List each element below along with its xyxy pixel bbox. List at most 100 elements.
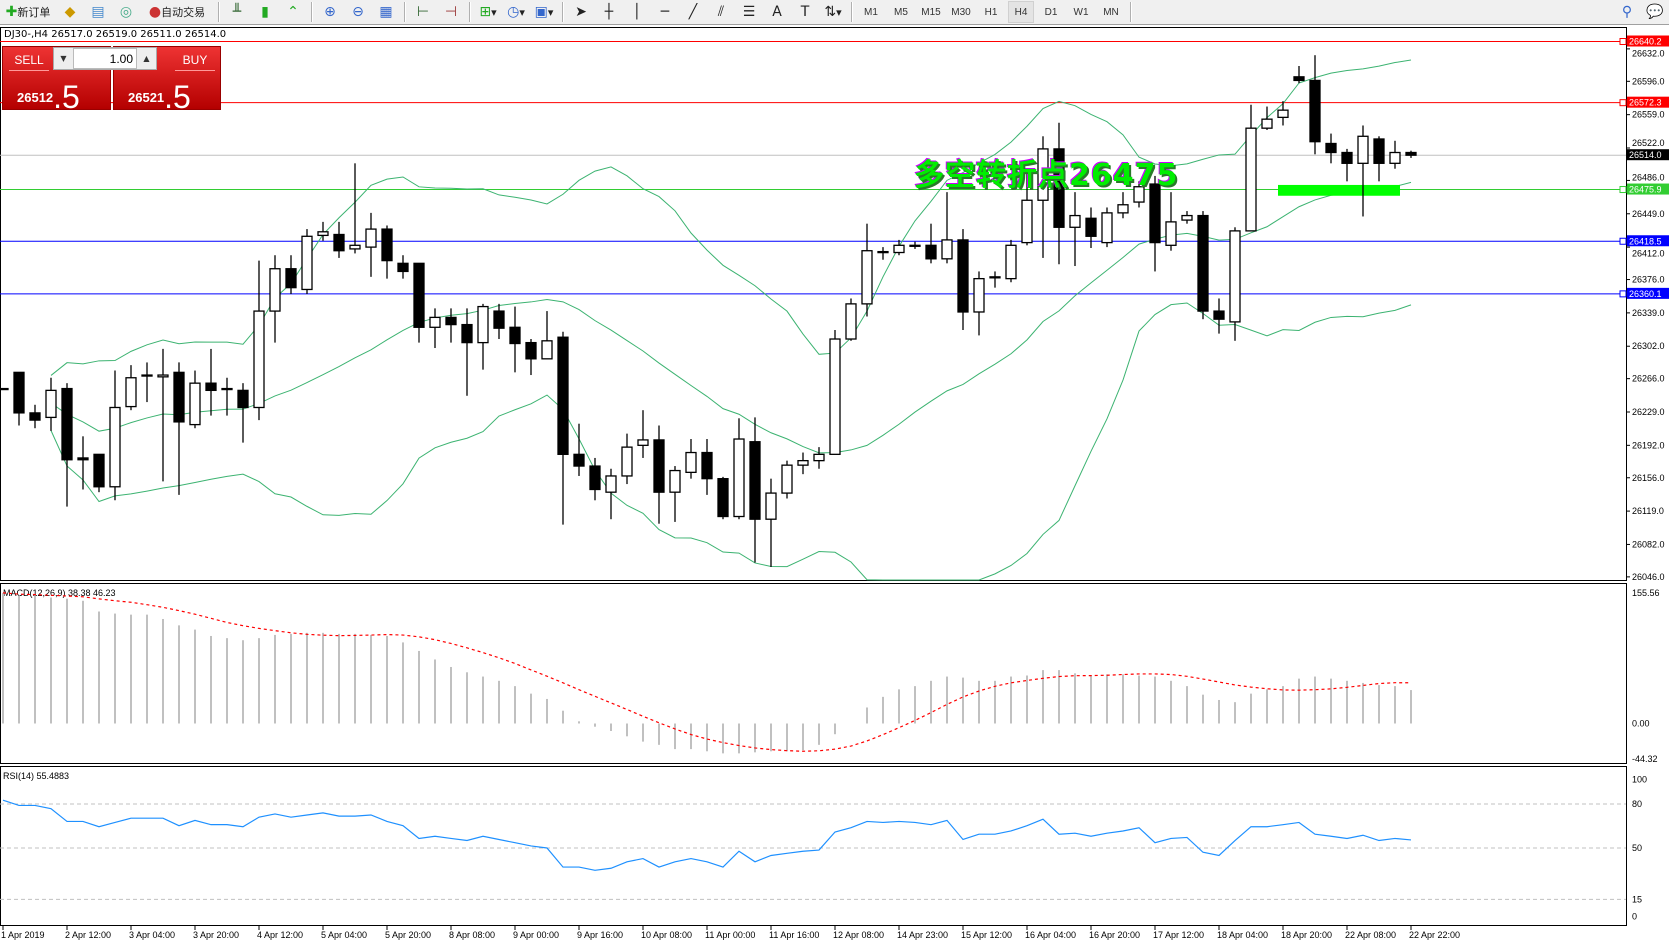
horizontal-line-button[interactable]: ─: [653, 1, 677, 23]
line-chart-icon: ⌃: [287, 4, 299, 20]
level-handle: [1619, 186, 1627, 194]
auto-trading-button[interactable]: ● 自动交易: [142, 1, 212, 23]
candle-body: [1197, 214, 1209, 312]
time-tick-label: 15 Apr 12:00: [961, 930, 1012, 940]
candle-body: [1117, 204, 1129, 214]
zoom-in-button[interactable]: ⊕: [318, 1, 342, 23]
tile-windows-button[interactable]: ▦: [374, 1, 398, 23]
buy-label: BUY: [175, 49, 215, 71]
new-order-label: 新订单: [17, 6, 51, 19]
vertical-line-button[interactable]: │: [625, 1, 649, 23]
separator: [218, 2, 219, 22]
trendline-button[interactable]: ╱: [681, 1, 705, 23]
candle-body: [605, 475, 617, 493]
candle-body: [1245, 127, 1257, 232]
timeframe-m5[interactable]: M5: [894, 6, 908, 18]
candle-body: [1005, 244, 1017, 280]
candle-body: [1085, 217, 1097, 237]
timeframe-w1[interactable]: W1: [1073, 6, 1089, 18]
chart-area[interactable]: 26640.2 26572.3 26514.0 26475.9 26418.5 26360…: [0, 25, 1669, 946]
price-level-label: 26360.1: [1629, 289, 1662, 299]
macd-tick-label: -44.32: [1632, 754, 1658, 764]
candle-body: [77, 457, 89, 461]
price-level-label: 26475.9: [1629, 185, 1662, 195]
zoom-out-button[interactable]: ⊖: [346, 1, 370, 23]
candle-body: [1229, 230, 1241, 323]
candle-body: [557, 336, 569, 455]
arrows-button[interactable]: ⇅ ▾: [824, 4, 842, 20]
cursor-button[interactable]: ➤: [569, 1, 593, 23]
timeframe-m15[interactable]: M15: [921, 6, 941, 18]
candle-body: [1277, 109, 1289, 119]
time-tick-label: 5 Apr 04:00: [321, 930, 367, 940]
candle-body: [1261, 118, 1273, 129]
candle-body: [29, 412, 41, 421]
text-button[interactable]: A: [765, 1, 789, 23]
timeframe-h4[interactable]: H4: [1008, 1, 1034, 23]
price-tick-label: 26156.0: [1632, 473, 1665, 483]
signal-button[interactable]: ◎: [114, 1, 138, 23]
chart-shift-button[interactable]: ⊢: [411, 1, 435, 23]
lot-increase-button[interactable]: ▲: [143, 54, 150, 63]
chart-annotation[interactable]: 多空转折点26475: [914, 158, 1179, 193]
separator: [1130, 2, 1131, 22]
time-tick-label: 12 Apr 08:00: [833, 930, 884, 940]
navigator-button[interactable]: ▤: [86, 1, 110, 23]
community-button[interactable]: 💬: [1643, 1, 1667, 23]
buy-price-frac: .5: [164, 79, 191, 115]
text-label-icon: T: [800, 4, 810, 20]
macd-pane: [0, 583, 1627, 764]
crosshair-button[interactable]: ┼: [597, 1, 621, 23]
buy-button[interactable]: BUY 26521.5: [113, 46, 221, 115]
fibonacci-icon: ☰: [742, 4, 756, 20]
candle-body: [365, 228, 377, 248]
chart-shift-icon: ⊢: [416, 4, 430, 20]
timeframe-m30[interactable]: M30: [951, 6, 971, 18]
search-button[interactable]: ⚲: [1615, 1, 1639, 23]
market-watch-button[interactable]: ◆: [58, 1, 82, 23]
candle-body: [61, 387, 73, 461]
rsi-tick-label: 0: [1632, 911, 1637, 921]
lot-size-stepper[interactable]: ▼ ▲: [53, 47, 157, 70]
bar-chart-button[interactable]: ╨: [225, 1, 249, 23]
indicators-button[interactable]: ⊞ ▾: [479, 4, 497, 20]
candle-body: [189, 382, 201, 426]
timeframe-d1[interactable]: D1: [1044, 6, 1058, 18]
timeframe-h1[interactable]: H1: [984, 6, 998, 18]
bar-chart-icon: ╨: [232, 4, 242, 20]
timeframe-mn[interactable]: MN: [1103, 6, 1119, 18]
price-level-label: 26418.5: [1629, 236, 1662, 246]
new-order-button[interactable]: ✚ 新订单: [2, 1, 54, 23]
auto-trading-label: 自动交易: [161, 6, 206, 19]
candlestick-button[interactable]: ▮: [253, 1, 277, 23]
candle-body: [1101, 212, 1113, 244]
sell-price-main: 26512: [17, 90, 54, 105]
rsi-tick-label: 100: [1632, 775, 1647, 785]
line-chart-button[interactable]: ⌃: [281, 1, 305, 23]
crosshair-icon: ┼: [604, 4, 614, 20]
periods-button[interactable]: ◷ ▾: [507, 4, 525, 20]
candle-body: [1373, 138, 1385, 164]
candle-body: [1405, 151, 1417, 156]
candle-body: [765, 492, 777, 520]
text-label-button[interactable]: T: [793, 1, 817, 23]
fibonacci-button[interactable]: ☰: [737, 1, 761, 23]
candle-body: [141, 374, 153, 377]
candle-body: [989, 276, 1001, 279]
lot-decrease-button[interactable]: ▼: [60, 54, 67, 63]
time-tick-label: 3 Apr 04:00: [129, 930, 175, 940]
main-pane: [0, 27, 1627, 581]
candle-body: [637, 439, 649, 446]
autoscroll-button[interactable]: ⊣: [439, 1, 463, 23]
timeframe-m1[interactable]: M1: [864, 6, 878, 18]
lot-size-input[interactable]: [73, 48, 137, 69]
market-watch-icon: ◆: [64, 4, 76, 20]
equidistant-channel-button[interactable]: ⫽: [709, 1, 733, 23]
templates-button[interactable]: ▣ ▾: [534, 4, 554, 20]
candle-body: [429, 316, 441, 328]
candle-body: [333, 233, 345, 252]
candle-body: [525, 341, 537, 360]
candle-body: [317, 231, 329, 237]
search-icon: ⚲: [1621, 4, 1633, 20]
equidistant-channel-icon: ⫽: [717, 4, 725, 20]
